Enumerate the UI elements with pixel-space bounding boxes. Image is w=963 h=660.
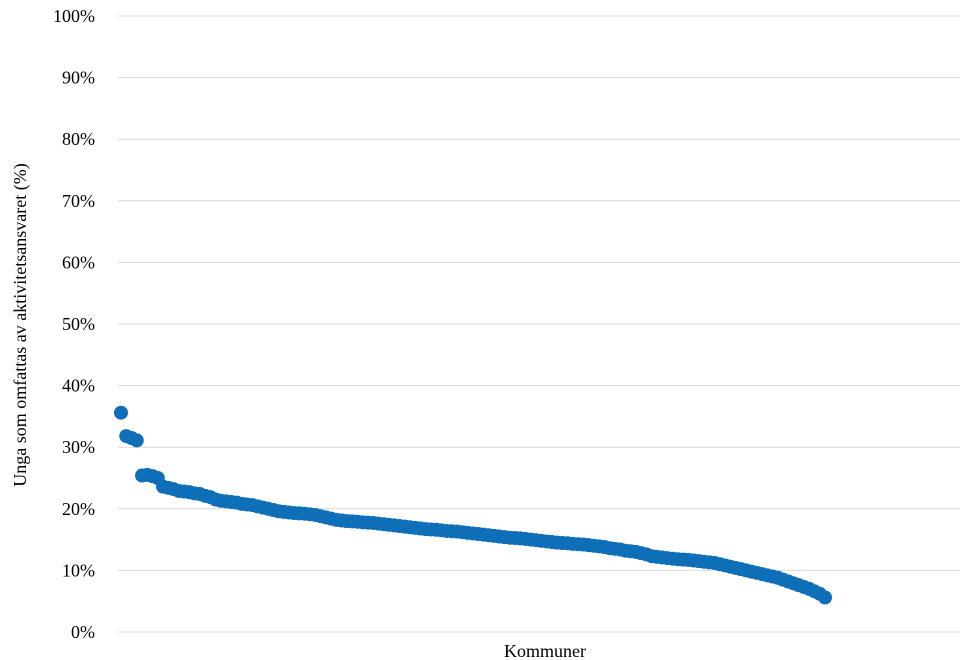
y-tick-label: 90% bbox=[62, 68, 95, 88]
y-tick-label: 40% bbox=[62, 376, 95, 396]
data-points bbox=[114, 405, 832, 605]
y-tick-label: 20% bbox=[62, 499, 95, 519]
y-tick-label: 80% bbox=[62, 129, 95, 149]
y-tick-label: 10% bbox=[62, 560, 95, 580]
y-axis-title: Unga som omfattas av aktivitetsansvaret … bbox=[10, 163, 31, 486]
y-tick-label: 70% bbox=[62, 191, 95, 211]
y-tick-label: 0% bbox=[71, 622, 95, 642]
x-axis-title: Kommuner bbox=[504, 641, 586, 660]
y-tick-label: 100% bbox=[53, 6, 95, 26]
y-tick-label: 30% bbox=[62, 437, 95, 457]
y-axis-tick-labels: 0% 10% 20% 30% 40% 50% 60% 70% 80% 90% 100% bbox=[53, 6, 95, 642]
y-tick-label: 60% bbox=[62, 252, 95, 272]
data-point bbox=[114, 405, 128, 420]
data-point bbox=[129, 433, 144, 448]
y-tick-label: 50% bbox=[62, 314, 95, 334]
data-point bbox=[818, 590, 832, 605]
